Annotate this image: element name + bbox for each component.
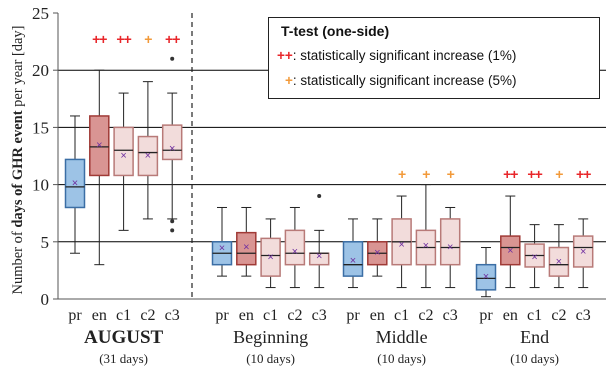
- y-axis-label: Number of days of GHR event per year [da…: [10, 26, 26, 295]
- sig-marker-august-c1: ++: [116, 31, 131, 47]
- outlier-beginning-c3-0: [317, 194, 322, 199]
- mean-end-c1: ×: [531, 252, 537, 264]
- x-tick-label-august-pr: pr: [68, 307, 82, 324]
- sig-marker-august-c2: +: [144, 31, 152, 47]
- x-tick-label-august-c3: c3: [165, 307, 180, 324]
- box-august-c2: [137, 135, 159, 177]
- x-tick-label-august-c1: c1: [116, 307, 131, 324]
- x-tick-label-middle-c3: c3: [443, 307, 458, 324]
- mean-middle-c1: ×: [398, 239, 404, 251]
- legend: T-test (one-side) ++: statistically sign…: [268, 17, 600, 99]
- mean-beginning-c1: ×: [267, 252, 273, 264]
- mean-middle-c3: ×: [447, 241, 453, 253]
- y-tick-label-0: 0: [41, 290, 50, 309]
- box-middle-c3: [439, 218, 461, 266]
- mean-august-pr: ×: [72, 177, 78, 189]
- mean-beginning-en: ×: [243, 241, 249, 253]
- box-end-en: [500, 235, 521, 266]
- mean-middle-en: ×: [374, 247, 380, 259]
- box-end-c2: [548, 246, 570, 277]
- y-tick-label-20: 20: [32, 61, 49, 80]
- legend-text-1pct: : statistically significant increase (1%…: [292, 48, 517, 63]
- x-tick-label-middle-pr: pr: [346, 307, 360, 324]
- sig-marker-august-c3: ++: [165, 31, 180, 47]
- x-tick-label-august-c2: c2: [140, 307, 155, 324]
- x-tick-label-beginning-c1: c1: [263, 307, 278, 324]
- group-days-middle: (10 days): [377, 351, 426, 366]
- group-days-beginning: (10 days): [246, 351, 295, 366]
- mean-august-c3: ×: [169, 143, 175, 155]
- outlier-august-c3-1: [170, 219, 175, 224]
- mean-beginning-c2: ×: [292, 246, 298, 258]
- sig-marker-august-en: ++: [92, 31, 107, 47]
- y-tick-label-25: 25: [32, 4, 49, 23]
- mean-middle-pr: ×: [350, 255, 356, 267]
- group-label-middle: Middle: [376, 327, 428, 347]
- x-tick-label-end-pr: pr: [479, 307, 493, 324]
- box-beginning-en: [236, 231, 257, 266]
- sig-marker-middle-c2: +: [422, 166, 430, 182]
- mean-beginning-pr: ×: [219, 243, 225, 255]
- box-end-c3: [572, 235, 594, 268]
- mean-end-en: ×: [507, 245, 513, 257]
- x-tick-label-middle-c2: c2: [418, 307, 433, 324]
- mean-end-c2: ×: [556, 256, 562, 268]
- x-tick-label-end-en: en: [503, 307, 518, 324]
- box-august-pr: [64, 158, 86, 209]
- group-days-end: (10 days): [510, 351, 559, 366]
- box-beginning-c1: [260, 237, 281, 277]
- legend-symbol-1pct: ++: [277, 48, 293, 63]
- x-tick-label-end-c3: c3: [576, 307, 591, 324]
- x-tick-label-middle-en: en: [370, 307, 385, 324]
- x-tick-label-end-c2: c2: [551, 307, 566, 324]
- mean-august-en: ×: [96, 140, 102, 152]
- x-tick-label-beginning-c3: c3: [312, 307, 327, 324]
- mean-end-c3: ×: [580, 246, 586, 258]
- y-axis-label-part-1: days of GHR event: [10, 110, 26, 227]
- legend-symbol-5pct: +: [285, 73, 293, 88]
- x-tick-label-end-c1: c1: [527, 307, 542, 324]
- group-days-august: (31 days): [99, 351, 148, 366]
- group-label-end: End: [520, 327, 549, 347]
- box-august-en: [89, 115, 110, 177]
- x-tick-label-beginning-en: en: [239, 307, 254, 324]
- sig-marker-end-c3: ++: [576, 166, 591, 182]
- x-tick-label-middle-c1: c1: [394, 307, 409, 324]
- box-end-pr: [475, 263, 497, 291]
- outlier-august-c3-2: [170, 228, 175, 233]
- group-label-beginning: Beginning: [233, 327, 308, 347]
- mean-august-c1: ×: [120, 150, 126, 162]
- legend-row-1pct: ++: statistically significant increase (…: [277, 48, 516, 63]
- sig-marker-middle-c1: +: [398, 166, 406, 182]
- outlier-august-c3-0: [170, 56, 175, 61]
- box-beginning-c2: [284, 229, 306, 266]
- y-axis-label-part-0: Number of: [10, 228, 26, 295]
- mean-end-pr: ×: [483, 271, 489, 283]
- mean-middle-c2: ×: [423, 240, 429, 252]
- sig-marker-end-en: ++: [503, 166, 518, 182]
- legend-row-5pct: +: statistically significant increase (5…: [277, 73, 516, 88]
- sig-marker-end-c2: +: [555, 166, 563, 182]
- sig-marker-middle-c3: +: [447, 166, 455, 182]
- legend-title: T-test (one-side): [281, 23, 390, 39]
- box-august-c1: [113, 126, 134, 177]
- x-tick-label-beginning-c2: c2: [287, 307, 302, 324]
- mean-beginning-c3: ×: [316, 251, 322, 263]
- x-tick-label-beginning-pr: pr: [215, 307, 229, 324]
- y-tick-label-10: 10: [32, 176, 49, 195]
- x-tick-label-august-en: en: [92, 307, 107, 324]
- group-label-august: AUGUST: [84, 327, 164, 348]
- box-middle-pr: [342, 241, 364, 277]
- legend-text-5pct: : statistically significant increase (5%…: [292, 73, 517, 88]
- y-axis-label-part-2: per year [day]: [10, 26, 26, 111]
- y-tick-label-5: 5: [41, 233, 50, 252]
- sig-marker-end-c1: ++: [527, 166, 542, 182]
- y-tick-label-15: 15: [32, 118, 49, 137]
- mean-august-c2: ×: [145, 150, 151, 162]
